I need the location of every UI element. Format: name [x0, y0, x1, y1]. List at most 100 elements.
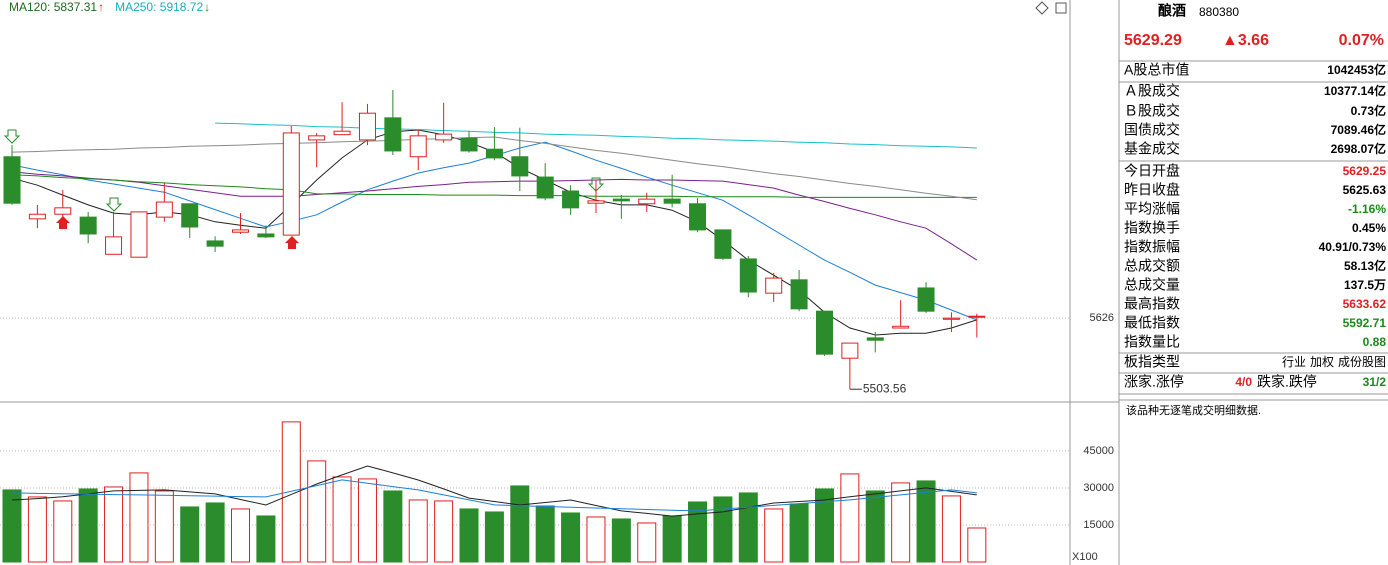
candle-body: [54, 207, 72, 215]
row-label: A股总市值: [1124, 62, 1189, 78]
volume-bar: [459, 508, 479, 563]
row-value: 58.13亿: [1344, 258, 1386, 273]
volume-bar: [688, 501, 708, 563]
candle-body: [562, 190, 580, 209]
legend-label: MA250: 5918.72: [115, 0, 203, 14]
volume-bar: [637, 522, 657, 563]
candle-body: [206, 240, 224, 247]
volume-bar: [764, 508, 784, 563]
candle-body: [435, 133, 453, 141]
row-label: 指数振幅: [1124, 239, 1180, 255]
row-label: 平均涨幅: [1124, 201, 1180, 217]
square-icon[interactable]: [1055, 2, 1067, 14]
row-value: 0.45%: [1352, 221, 1386, 235]
candle-body: [714, 229, 732, 259]
pct-change: 0.07%: [1339, 32, 1384, 49]
row-value: 4/0: [1235, 375, 1252, 389]
row-value: 31/2: [1363, 375, 1387, 389]
candle-body: [282, 132, 300, 236]
low-annotation: 5503.56: [863, 381, 907, 395]
volume-bar: [916, 480, 936, 563]
volume-bar: [53, 500, 73, 563]
volume-bar: [789, 503, 809, 563]
row-value: 40.91/0.73%: [1319, 240, 1387, 254]
row-label: 今日开盘: [1124, 163, 1180, 179]
candle-body: [181, 203, 199, 228]
signal-arrow: [285, 236, 299, 249]
candle-body: [130, 211, 148, 258]
axis-note: X100: [1072, 551, 1098, 563]
volume-bar: [383, 490, 403, 563]
volume-bar: [967, 527, 987, 563]
legend-arrow: ↓: [204, 0, 210, 14]
candle-body: [333, 130, 351, 136]
candle-body: [866, 337, 884, 341]
volume-bar: [231, 508, 251, 563]
type-link[interactable]: 行业: [1282, 355, 1306, 369]
row-value: 5633.62: [1343, 297, 1387, 311]
candle-body: [460, 137, 478, 152]
volume-bar: [27, 496, 47, 563]
candle-body: [841, 342, 859, 359]
row-label: Ａ股成交: [1124, 83, 1180, 99]
diamond-icon[interactable]: [1035, 1, 1049, 15]
type-link[interactable]: 加权: [1310, 355, 1334, 369]
candle-body: [79, 216, 97, 235]
row-value: 5592.71: [1343, 316, 1387, 330]
row-label: 总成交额: [1124, 258, 1180, 274]
candle-body: [765, 277, 783, 294]
row-value: 137.5万: [1344, 278, 1386, 292]
volume-bar: [510, 485, 530, 563]
volume-bar: [408, 499, 428, 563]
candle-body: [511, 156, 529, 177]
row-label: 昨日收盘: [1124, 182, 1180, 198]
candle-body: [815, 310, 833, 355]
type-link[interactable]: 成份股图: [1338, 355, 1386, 369]
candle-body: [942, 317, 960, 320]
sector-name: 酿酒: [1158, 3, 1186, 19]
candle-body: [28, 213, 46, 220]
row-value: 7089.46亿: [1331, 122, 1386, 137]
legend-label: MA120: 5837.31: [9, 0, 97, 14]
candle-body: [485, 148, 503, 159]
ma-line: [11, 479, 977, 512]
volume-bar: [814, 488, 834, 563]
volume-bar: [535, 505, 555, 563]
volume-bar: [865, 490, 885, 563]
volume-bar: [611, 518, 631, 563]
quote-panel: [1121, 0, 1388, 400]
volume-bar: [662, 515, 682, 563]
row-label: 跌家.跌停: [1257, 374, 1317, 390]
candle-body: [917, 287, 935, 312]
volume-bar: [281, 421, 301, 563]
row-value: 0.88: [1363, 335, 1387, 349]
y-tick-label: 45000: [1083, 445, 1114, 457]
candle-body: [790, 279, 808, 310]
row-label: 涨家.涨停: [1124, 374, 1184, 390]
signal-arrow: [105, 197, 123, 212]
row-value: 5625.63: [1343, 183, 1387, 197]
volume-bar: [129, 472, 149, 563]
row-label: 最低指数: [1124, 315, 1180, 331]
candle-body: [663, 198, 681, 204]
candle-body: [689, 203, 707, 231]
candle-body: [358, 112, 376, 141]
volume-bar: [561, 512, 581, 563]
signal-arrow: [56, 216, 70, 229]
ma-line: [11, 171, 978, 261]
candle-body: [612, 198, 630, 202]
ma-line: [11, 174, 977, 198]
volume-bar: [941, 495, 961, 563]
price-change: ▲3.66: [1222, 32, 1269, 49]
candle-body: [638, 198, 656, 205]
last-price: 5629.29: [1124, 32, 1182, 49]
row-label: Ｂ股成交: [1124, 103, 1180, 119]
row-label: 指数量比: [1124, 334, 1180, 350]
volume-bar: [840, 473, 860, 563]
row-value: 10377.14亿: [1324, 83, 1386, 98]
row-value: 2698.07亿: [1331, 141, 1386, 156]
y-tick-label: 30000: [1083, 482, 1114, 494]
note: 该品种无逐笔成交明细数据.: [1126, 403, 1261, 417]
y-tick-label: 15000: [1083, 519, 1114, 531]
